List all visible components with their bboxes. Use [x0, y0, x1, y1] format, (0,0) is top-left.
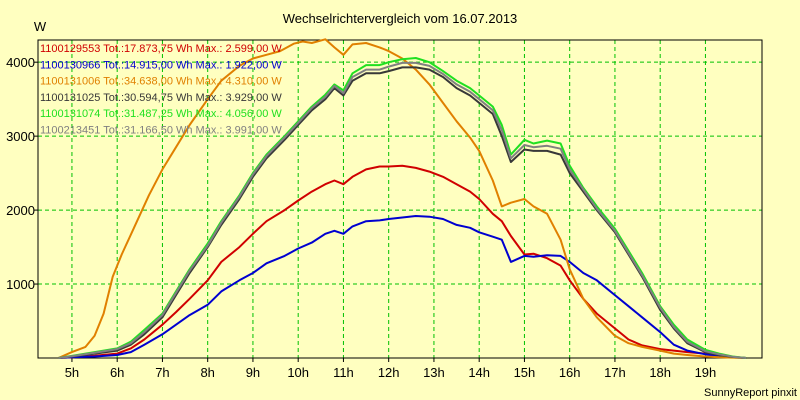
x-tick-label: 6h	[110, 365, 124, 380]
legend: 1100129553 Tot.:17.873,75 Wh Max.: 2.599…	[40, 43, 282, 137]
legend-entry-3: 1100131006 Tot.:34.638,00 Wh Max.: 4.310…	[40, 76, 282, 88]
x-tick-label: 11h	[333, 365, 354, 380]
series-line-2	[58, 215, 747, 359]
legend-entry-4: 1100131025 Tot.:30.594,75 Wh Max.: 3.929…	[40, 92, 282, 104]
chart-title: Wechselrichtervergleich vom 16.07.2013	[283, 11, 518, 26]
y-tick-label: 3000	[6, 129, 35, 144]
series-line-1	[58, 164, 747, 359]
series-lines	[57, 38, 747, 359]
x-tick-label: 15h	[514, 365, 536, 380]
x-tick-label: 19h	[695, 365, 717, 380]
x-tick-label: 12h	[378, 365, 400, 380]
series-line-6	[58, 61, 747, 359]
footer-credit: SunnyReport pinxit	[704, 387, 797, 399]
y-axis-label: W	[34, 19, 47, 34]
x-tick-label: 17h	[604, 365, 626, 380]
y-tick-label: 2000	[6, 203, 35, 218]
legend-entry-2: 1100130966 Tot.:14.915,00 Wh Max.: 1.922…	[40, 59, 282, 71]
plot-frame	[37, 39, 763, 359]
x-tick-label: 16h	[559, 365, 581, 380]
y-tick-label: 1000	[6, 277, 35, 292]
x-tick-label: 8h	[200, 365, 214, 380]
series-line-3	[57, 38, 747, 359]
legend-entry-6: 1100213451 Tot.:31.166,50 Wh Max.: 3.991…	[40, 125, 282, 137]
axes: 5h 6h 7h 8h 9h 10h 11h 12h 13h 14h 15h 16h 17h 18h 19h…	[6, 39, 763, 380]
x-tick-label: 9h	[246, 365, 260, 380]
legend-entry-5: 1100131074 Tot.:31.487,25 Wh Max.: 4.056…	[40, 108, 282, 120]
x-tick-label: 18h	[649, 365, 671, 380]
x-tick-label: 5h	[65, 365, 79, 380]
y-tick-label: 4000	[6, 55, 35, 70]
x-tick-label: 7h	[155, 365, 169, 380]
x-tick-label: 13h	[423, 365, 445, 380]
x-tick-label: 10h	[287, 365, 309, 380]
x-tick-label: 14h	[468, 365, 490, 380]
legend-entry-1: 1100129553 Tot.:17.873,75 Wh Max.: 2.599…	[40, 43, 282, 55]
